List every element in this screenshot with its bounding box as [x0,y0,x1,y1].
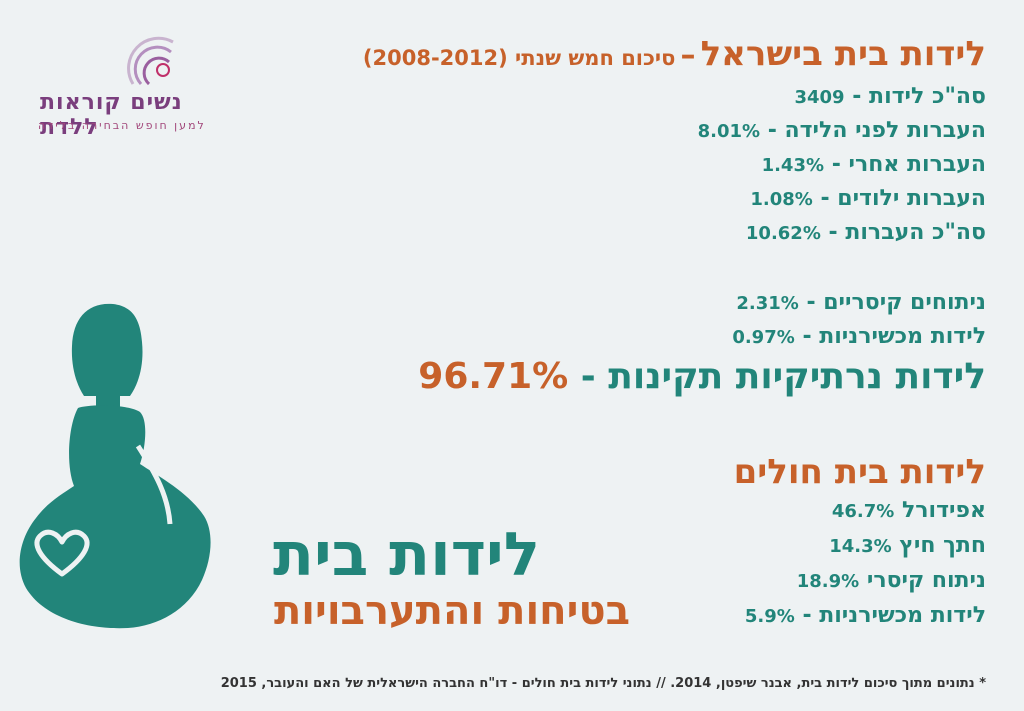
stat-total-births: סה"כ לידות - 3409 [426,84,986,109]
stat-transfers-after: העברות אחרי - 1.43% [426,152,986,177]
stat-label: חתך חיץ [899,533,986,558]
stat-instrumental: לידות מכשירניות - 0.97% [426,324,986,349]
normal-births-value: 96.71% [418,356,569,397]
stat-label: אפידורל [901,498,986,523]
stat-label: סה"כ העברות - [828,220,986,245]
stat-hospital-instrumental: לידות מכשירניות - 5.9% [426,603,986,628]
headline-line-2: בטיחות והתערבויות [273,588,630,634]
stat-total-transfers: סה"כ העברות - 10.62% [426,220,986,245]
stat-label: ניתוח קיסרי [866,568,986,593]
stat-value: 3409 [794,87,845,108]
stat-value: 5.9% [744,606,795,627]
stat-value: 2.31% [736,293,799,314]
stat-value: 10.62% [745,223,821,244]
stat-value: 1.43% [761,155,825,176]
logo-tagline: למען חופש הבחירה בלידה [38,119,206,132]
normal-births-line: לידות נרתיקיות תקינות - 96.71% [286,356,986,397]
summary-title: לידות בית בישראל – סיכום חמש שנתי (2008-… [206,34,986,74]
stat-cesarean: ניתוח קיסרי 18.9% [426,568,986,593]
normal-births-label: לידות נרתיקיות תקינות - [580,356,986,397]
stat-label: לידות מכשירניות - [802,603,986,628]
logo-arcs-icon [127,36,174,86]
stat-value: 14.3% [829,536,892,557]
stat-label: ניתוחים קיסריים - [806,290,986,315]
pregnant-woman-silhouette [19,303,211,629]
stat-label: העברות אחרי - [831,152,986,177]
stat-value: 18.9% [796,571,860,592]
stat-episiotomy: חתך חיץ 14.3% [426,533,986,558]
headline-line-1: לידות בית [273,520,540,590]
summary-title-separator: – [680,38,696,73]
stat-value: 8.01% [697,121,761,142]
footnote: * נתונים מתוך סיכום לידות בית, אבנר שיפט… [220,676,986,691]
stat-newborn-transfers: העברות ילודים - 1.08% [426,186,986,211]
summary-title-subtitle: סיכום חמש שנתי (2008-2012) [362,46,676,70]
stat-label: סה"כ לידות - [852,84,986,109]
summary-title-main: לידות בית בישראל [700,34,986,74]
stat-value: 0.97% [732,327,795,348]
stat-label: העברות לפני הלידה - [767,118,986,143]
stat-epidural: אפידורל 46.7% [426,498,986,523]
stat-cesareans: ניתוחים קיסריים - 2.31% [426,290,986,315]
logo: נשים קוראות ללדת למען חופש הבחירה בלידה [18,26,208,140]
heart-icon [34,529,90,577]
hospital-title: לידות בית חולים [733,452,986,492]
stat-label: העברות ילודים - [820,186,986,211]
logo-name: נשים קוראות ללדת [40,90,183,140]
stat-value: 1.08% [750,189,813,210]
stat-value: 46.7% [831,501,895,522]
stat-label: לידות מכשירניות - [802,324,986,349]
stat-transfers-before: העברות לפני הלידה - 8.01% [426,118,986,143]
